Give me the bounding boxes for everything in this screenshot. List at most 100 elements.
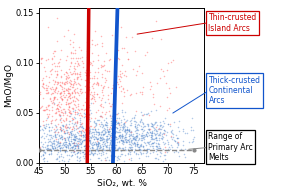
Point — [68, 64, 73, 67]
Point — [55, 81, 59, 84]
Point — [65, 72, 70, 75]
Point — [94, 83, 98, 86]
Point — [152, 156, 157, 160]
Point — [40, 84, 45, 88]
Point — [92, 90, 97, 93]
Point — [61, 95, 66, 98]
Point — [84, 78, 89, 81]
Point — [67, 111, 72, 114]
Point — [87, 69, 92, 72]
Point — [78, 145, 83, 148]
Point — [96, 58, 100, 61]
Point — [70, 142, 75, 145]
Point — [74, 124, 79, 127]
Point — [86, 126, 91, 129]
Point — [74, 130, 79, 133]
Point — [170, 132, 175, 135]
Point — [119, 135, 124, 138]
Point — [82, 113, 87, 116]
Point — [59, 128, 64, 131]
Point — [74, 128, 79, 131]
Point — [102, 143, 106, 146]
Point — [93, 133, 98, 136]
Point — [63, 128, 68, 131]
Point — [80, 60, 85, 63]
Point — [65, 136, 70, 139]
Point — [70, 95, 74, 98]
Point — [73, 113, 77, 116]
Point — [113, 131, 118, 134]
Point — [128, 134, 133, 137]
Point — [131, 135, 136, 138]
Point — [45, 137, 50, 140]
Point — [62, 139, 67, 142]
Point — [118, 139, 123, 142]
Point — [87, 144, 92, 147]
Point — [68, 110, 73, 113]
Point — [65, 126, 70, 129]
Point — [89, 62, 94, 65]
Point — [141, 85, 146, 88]
Point — [92, 70, 97, 73]
Point — [88, 102, 93, 105]
Point — [77, 90, 82, 93]
Point — [87, 149, 92, 152]
Point — [62, 124, 67, 127]
Point — [58, 150, 63, 153]
Point — [95, 82, 100, 85]
Point — [66, 141, 71, 144]
Point — [103, 140, 108, 143]
Point — [163, 130, 168, 133]
Point — [38, 58, 43, 61]
Point — [174, 146, 179, 149]
Point — [121, 125, 125, 128]
Point — [147, 127, 152, 130]
Point — [43, 107, 48, 110]
Point — [101, 139, 106, 142]
Point — [73, 139, 78, 142]
Point — [52, 69, 57, 72]
Point — [163, 157, 167, 160]
Point — [75, 91, 80, 94]
Point — [48, 135, 53, 138]
Point — [145, 147, 150, 150]
Point — [149, 132, 154, 135]
Point — [38, 129, 43, 132]
Point — [87, 139, 92, 142]
Point — [88, 109, 93, 112]
Point — [115, 82, 120, 85]
Point — [76, 81, 81, 84]
Point — [119, 111, 124, 114]
Point — [67, 132, 72, 136]
Point — [100, 140, 105, 143]
Point — [106, 130, 111, 133]
Point — [154, 136, 158, 139]
Point — [107, 105, 112, 108]
Point — [78, 129, 83, 132]
Point — [145, 141, 150, 144]
Point — [53, 134, 58, 137]
Point — [138, 121, 143, 124]
Point — [117, 85, 122, 88]
Point — [124, 128, 129, 131]
Point — [53, 139, 58, 142]
Point — [59, 137, 64, 140]
Point — [116, 111, 121, 114]
Point — [63, 110, 68, 113]
Point — [161, 131, 166, 134]
Point — [92, 119, 96, 122]
Point — [54, 156, 59, 159]
Point — [99, 98, 104, 101]
Point — [162, 129, 167, 132]
Point — [66, 136, 71, 139]
Point — [109, 152, 114, 155]
Point — [111, 122, 116, 125]
Point — [68, 101, 72, 105]
Point — [112, 126, 117, 129]
Point — [96, 145, 101, 148]
Point — [44, 118, 49, 121]
Point — [84, 134, 89, 137]
Point — [83, 84, 88, 87]
Point — [89, 143, 94, 146]
Point — [128, 136, 133, 139]
